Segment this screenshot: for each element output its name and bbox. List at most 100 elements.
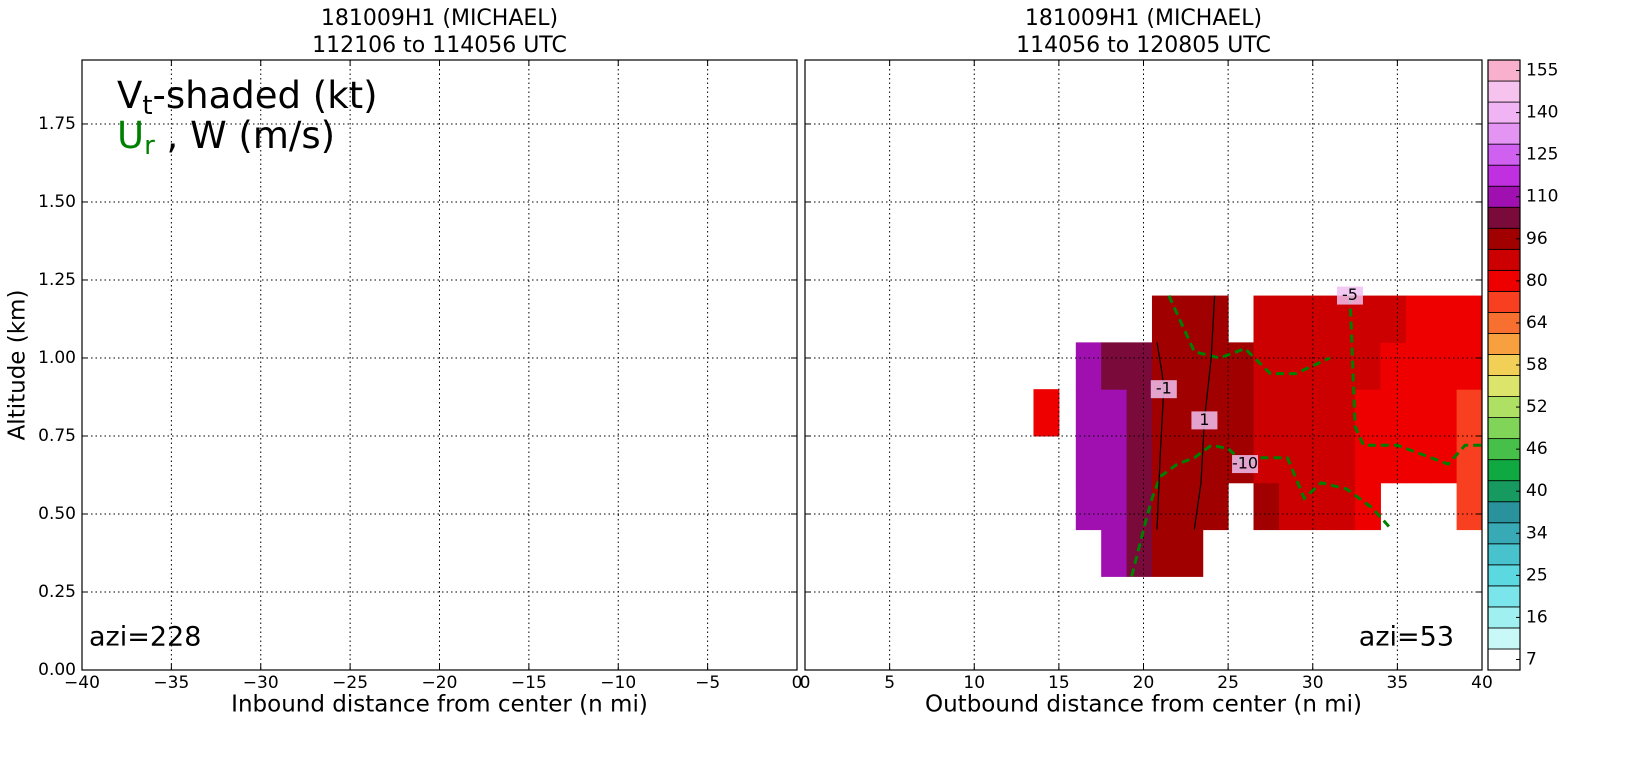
field-cell [1431,389,1458,437]
contour-label-bg [1336,286,1363,305]
field-cell [1126,482,1153,531]
x-tick-label: 0 [792,673,803,693]
chart-title: 181009H1 (MICHAEL) [1025,6,1262,31]
x-tick-label: −20 [422,673,458,693]
x-tick-label: 15 [1048,673,1070,693]
field-cell [1380,435,1407,484]
field-cell [1126,529,1153,577]
field-cell [1177,342,1204,390]
colorbar-label: 58 [1526,355,1548,375]
field-cell [1456,295,1483,343]
text-part: , W (m/s) [155,114,335,157]
colorbar-box [1487,501,1521,524]
field-cell [1101,389,1128,437]
chart-subtitle: 114056 to 120805 UTC [1016,33,1271,58]
contour-label-bg [1232,455,1259,474]
y-tick-label: 1.25 [38,270,76,290]
y-tick-label: 0.75 [38,426,76,446]
x-tick-label: 5 [884,673,895,693]
field-cell [1177,482,1204,531]
field-cell [1202,295,1229,343]
text-part: -shaded (kt) [153,74,378,117]
field-cell [1075,435,1102,484]
colorbar-box [1487,312,1521,334]
field-cell [1033,389,1060,437]
x-tick-label: 35 [1387,673,1409,693]
colorbar-box [1487,80,1521,103]
field-cell [1405,342,1432,390]
annotation: azi=228 [89,622,201,653]
field-cell [1151,435,1178,484]
colorbar-box [1487,206,1521,229]
x-tick-label: 30 [1302,673,1324,693]
field-cell [1405,295,1432,343]
field-cell [1126,389,1153,437]
field-cell [1278,435,1305,484]
y-axis-label: Altitude (km) [5,290,31,441]
contour-label: -1 [1156,379,1172,398]
x-tick-label: −40 [64,673,100,693]
colorbar-label: 7 [1526,649,1537,669]
x-tick-label: −5 [695,673,720,693]
colorbar-label: 34 [1526,523,1548,543]
colorbar-box [1487,290,1521,313]
colorbar-box [1487,543,1521,566]
field-cell [1304,295,1331,343]
colorbar-label: 52 [1526,397,1548,417]
colorbar-box [1487,164,1521,187]
x-tick-label: 25 [1217,673,1239,693]
colorbar-box [1487,248,1521,271]
field-cell [1151,529,1178,577]
field-cell [1177,435,1204,484]
field-cell [1456,389,1483,437]
x-axis-label: Inbound distance from center (n mi) [231,692,648,718]
field-cell [1202,482,1229,531]
field-cell [1202,435,1229,484]
field-cell [1456,482,1483,531]
colorbar-box [1487,396,1521,418]
field-cell [1253,295,1280,343]
colorbar-box [1487,122,1521,145]
colorbar-label: 125 [1526,145,1558,165]
colorbar-box [1487,101,1521,124]
colorbar-box [1487,333,1521,355]
x-axis-label: Outbound distance from center (n mi) [925,692,1362,718]
annotation: azi=53 [1359,622,1454,653]
y-tick-label: 0.00 [38,660,76,680]
colorbar-box [1487,459,1521,482]
field-cell [1329,482,1356,531]
legend-text: Ur , W (m/s) [117,114,335,161]
field-cell [1075,389,1102,437]
x-tick-label: −30 [243,673,279,693]
colorbar-box [1487,648,1521,671]
field-cell [1177,529,1204,577]
field-cell [1101,435,1128,484]
x-tick-label: −15 [511,673,547,693]
field-cell [1126,342,1153,390]
text-part: U [117,114,144,157]
field-cell [1278,389,1305,437]
plot-frame [81,59,798,671]
colorbar-label: 25 [1526,565,1548,585]
colorbar-box [1487,606,1521,629]
colorbar-box [1487,585,1521,608]
field-cell [1101,529,1128,577]
field-cell [1075,342,1102,390]
field-cell [1151,295,1178,343]
y-tick-label: 1.00 [38,348,76,368]
x-tick-label: 40 [1471,673,1493,693]
field-cell [1405,435,1432,484]
field-cell [1329,389,1356,437]
field-cell [1253,342,1280,390]
x-tick-label: 20 [1133,673,1155,693]
field-cell [1355,435,1381,484]
colorbar-box [1487,522,1521,545]
field-cell [1228,389,1255,437]
field-cell [1202,342,1229,390]
colorbar-label: 80 [1526,271,1548,291]
field-cell [1431,295,1458,343]
field-cell [1355,389,1381,437]
colorbar-label: 40 [1526,481,1548,501]
field-cell [1304,342,1331,390]
